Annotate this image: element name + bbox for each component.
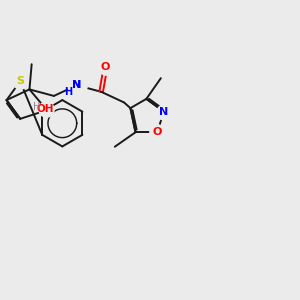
Text: OH: OH — [37, 104, 55, 114]
Text: O: O — [101, 62, 110, 72]
Text: N: N — [72, 80, 81, 90]
Text: H: H — [64, 87, 73, 97]
Text: O: O — [152, 127, 162, 137]
Text: H: H — [32, 102, 40, 112]
Text: N: N — [159, 106, 169, 117]
Text: N: N — [72, 80, 81, 90]
Text: S: S — [16, 76, 24, 86]
